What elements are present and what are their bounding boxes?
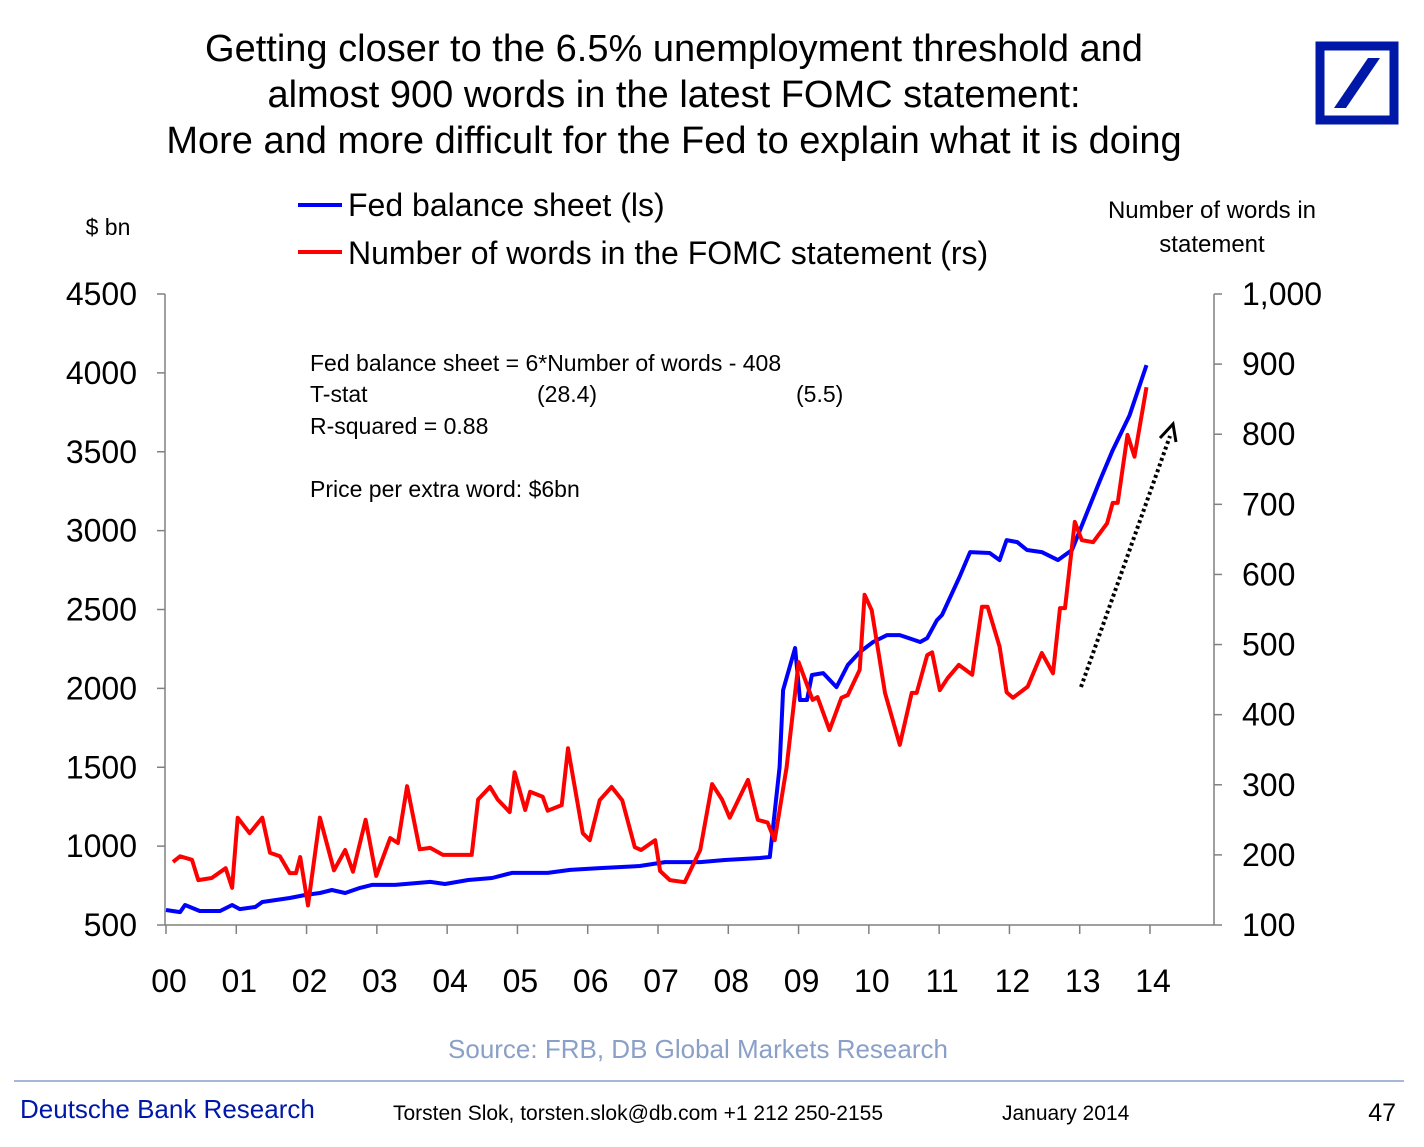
legend: Fed balance sheet (ls) Number of words i… bbox=[298, 187, 988, 271]
y-left-tick-label: 3000 bbox=[66, 513, 137, 549]
legend-label-red: Number of words in the FOMC statement (r… bbox=[348, 235, 988, 271]
y-right-tick-label: 600 bbox=[1242, 556, 1295, 592]
footer-page-number: 47 bbox=[1368, 1099, 1396, 1127]
regression-annotation: Fed balance sheet = 6*Number of words - … bbox=[310, 350, 843, 502]
chart-title-line-2: almost 900 words in the latest FOMC stat… bbox=[267, 74, 1080, 116]
legend-label-blue: Fed balance sheet (ls) bbox=[348, 187, 665, 223]
x-tick-label: 05 bbox=[503, 963, 539, 999]
x-tick-label: 02 bbox=[292, 963, 328, 999]
annotation-tstat-label: T-stat bbox=[310, 381, 368, 407]
series-group bbox=[166, 365, 1147, 912]
y-right-label-line-1: Number of words in bbox=[1108, 197, 1316, 224]
x-tick-label: 08 bbox=[713, 963, 749, 999]
x-tick-label: 03 bbox=[362, 963, 398, 999]
footer-brand: Deutsche Bank Research bbox=[20, 1094, 315, 1124]
x-tick-label: 01 bbox=[221, 963, 257, 999]
y-left-tick-label: 4000 bbox=[66, 355, 137, 391]
y-left-tick-label: 500 bbox=[84, 907, 137, 943]
source-note: Source: FRB, DB Global Markets Research bbox=[448, 1034, 948, 1064]
chart-title-line-3: More and more difficult for the Fed to e… bbox=[166, 120, 1181, 162]
axes: 5001000150020002500300035004000450010020… bbox=[66, 276, 1322, 999]
y-left-tick-label: 1500 bbox=[66, 749, 137, 785]
annotation-rsquared: R-squared = 0.88 bbox=[310, 413, 488, 439]
annotation-price: Price per extra word: $6bn bbox=[310, 476, 580, 502]
annotation-tstat-2: (5.5) bbox=[796, 381, 843, 407]
x-tick-label: 07 bbox=[643, 963, 679, 999]
trend-arrow bbox=[1081, 424, 1176, 687]
chart-title-line-1: Getting closer to the 6.5% unemployment … bbox=[205, 28, 1143, 70]
x-tick-label: 12 bbox=[995, 963, 1031, 999]
x-tick-label: 11 bbox=[926, 963, 959, 999]
y-right-label-line-2: statement bbox=[1159, 231, 1265, 258]
y-right-tick-label: 100 bbox=[1242, 907, 1295, 943]
y-right-tick-label: 900 bbox=[1242, 346, 1295, 382]
footer-date: January 2014 bbox=[1002, 1102, 1130, 1125]
y-right-tick-label: 1,000 bbox=[1242, 276, 1322, 312]
deutsche-bank-logo bbox=[1320, 46, 1394, 120]
x-tick-label: 06 bbox=[573, 963, 609, 999]
annotation-equation: Fed balance sheet = 6*Number of words - … bbox=[310, 350, 781, 376]
y-right-tick-label: 300 bbox=[1242, 767, 1295, 803]
y-left-label: $ bn bbox=[86, 214, 131, 240]
x-tick-label: 09 bbox=[784, 963, 820, 999]
y-left-tick-label: 4500 bbox=[66, 276, 137, 312]
footer-author: Torsten Slok, torsten.slok@db.com +1 212… bbox=[393, 1102, 883, 1125]
y-right-tick-label: 400 bbox=[1242, 697, 1295, 733]
y-left-tick-label: 3500 bbox=[66, 434, 137, 470]
y-left-tick-label: 1000 bbox=[66, 828, 137, 864]
annotation-tstat-1: (28.4) bbox=[537, 381, 597, 407]
x-tick-label: 14 bbox=[1135, 963, 1171, 999]
fomc-words-line bbox=[173, 387, 1147, 905]
y-right-tick-label: 500 bbox=[1242, 627, 1295, 663]
y-left-tick-label: 2500 bbox=[66, 592, 137, 628]
y-right-tick-label: 800 bbox=[1242, 416, 1295, 452]
y-right-tick-label: 700 bbox=[1242, 486, 1295, 522]
x-tick-label: 13 bbox=[1065, 963, 1101, 999]
y-right-tick-label: 200 bbox=[1242, 837, 1295, 873]
fed-balance-sheet-line bbox=[166, 365, 1147, 912]
x-tick-label: 10 bbox=[854, 963, 890, 999]
y-left-tick-label: 2000 bbox=[66, 670, 137, 706]
x-tick-label: 04 bbox=[432, 963, 468, 999]
x-tick-label: 00 bbox=[151, 963, 187, 999]
